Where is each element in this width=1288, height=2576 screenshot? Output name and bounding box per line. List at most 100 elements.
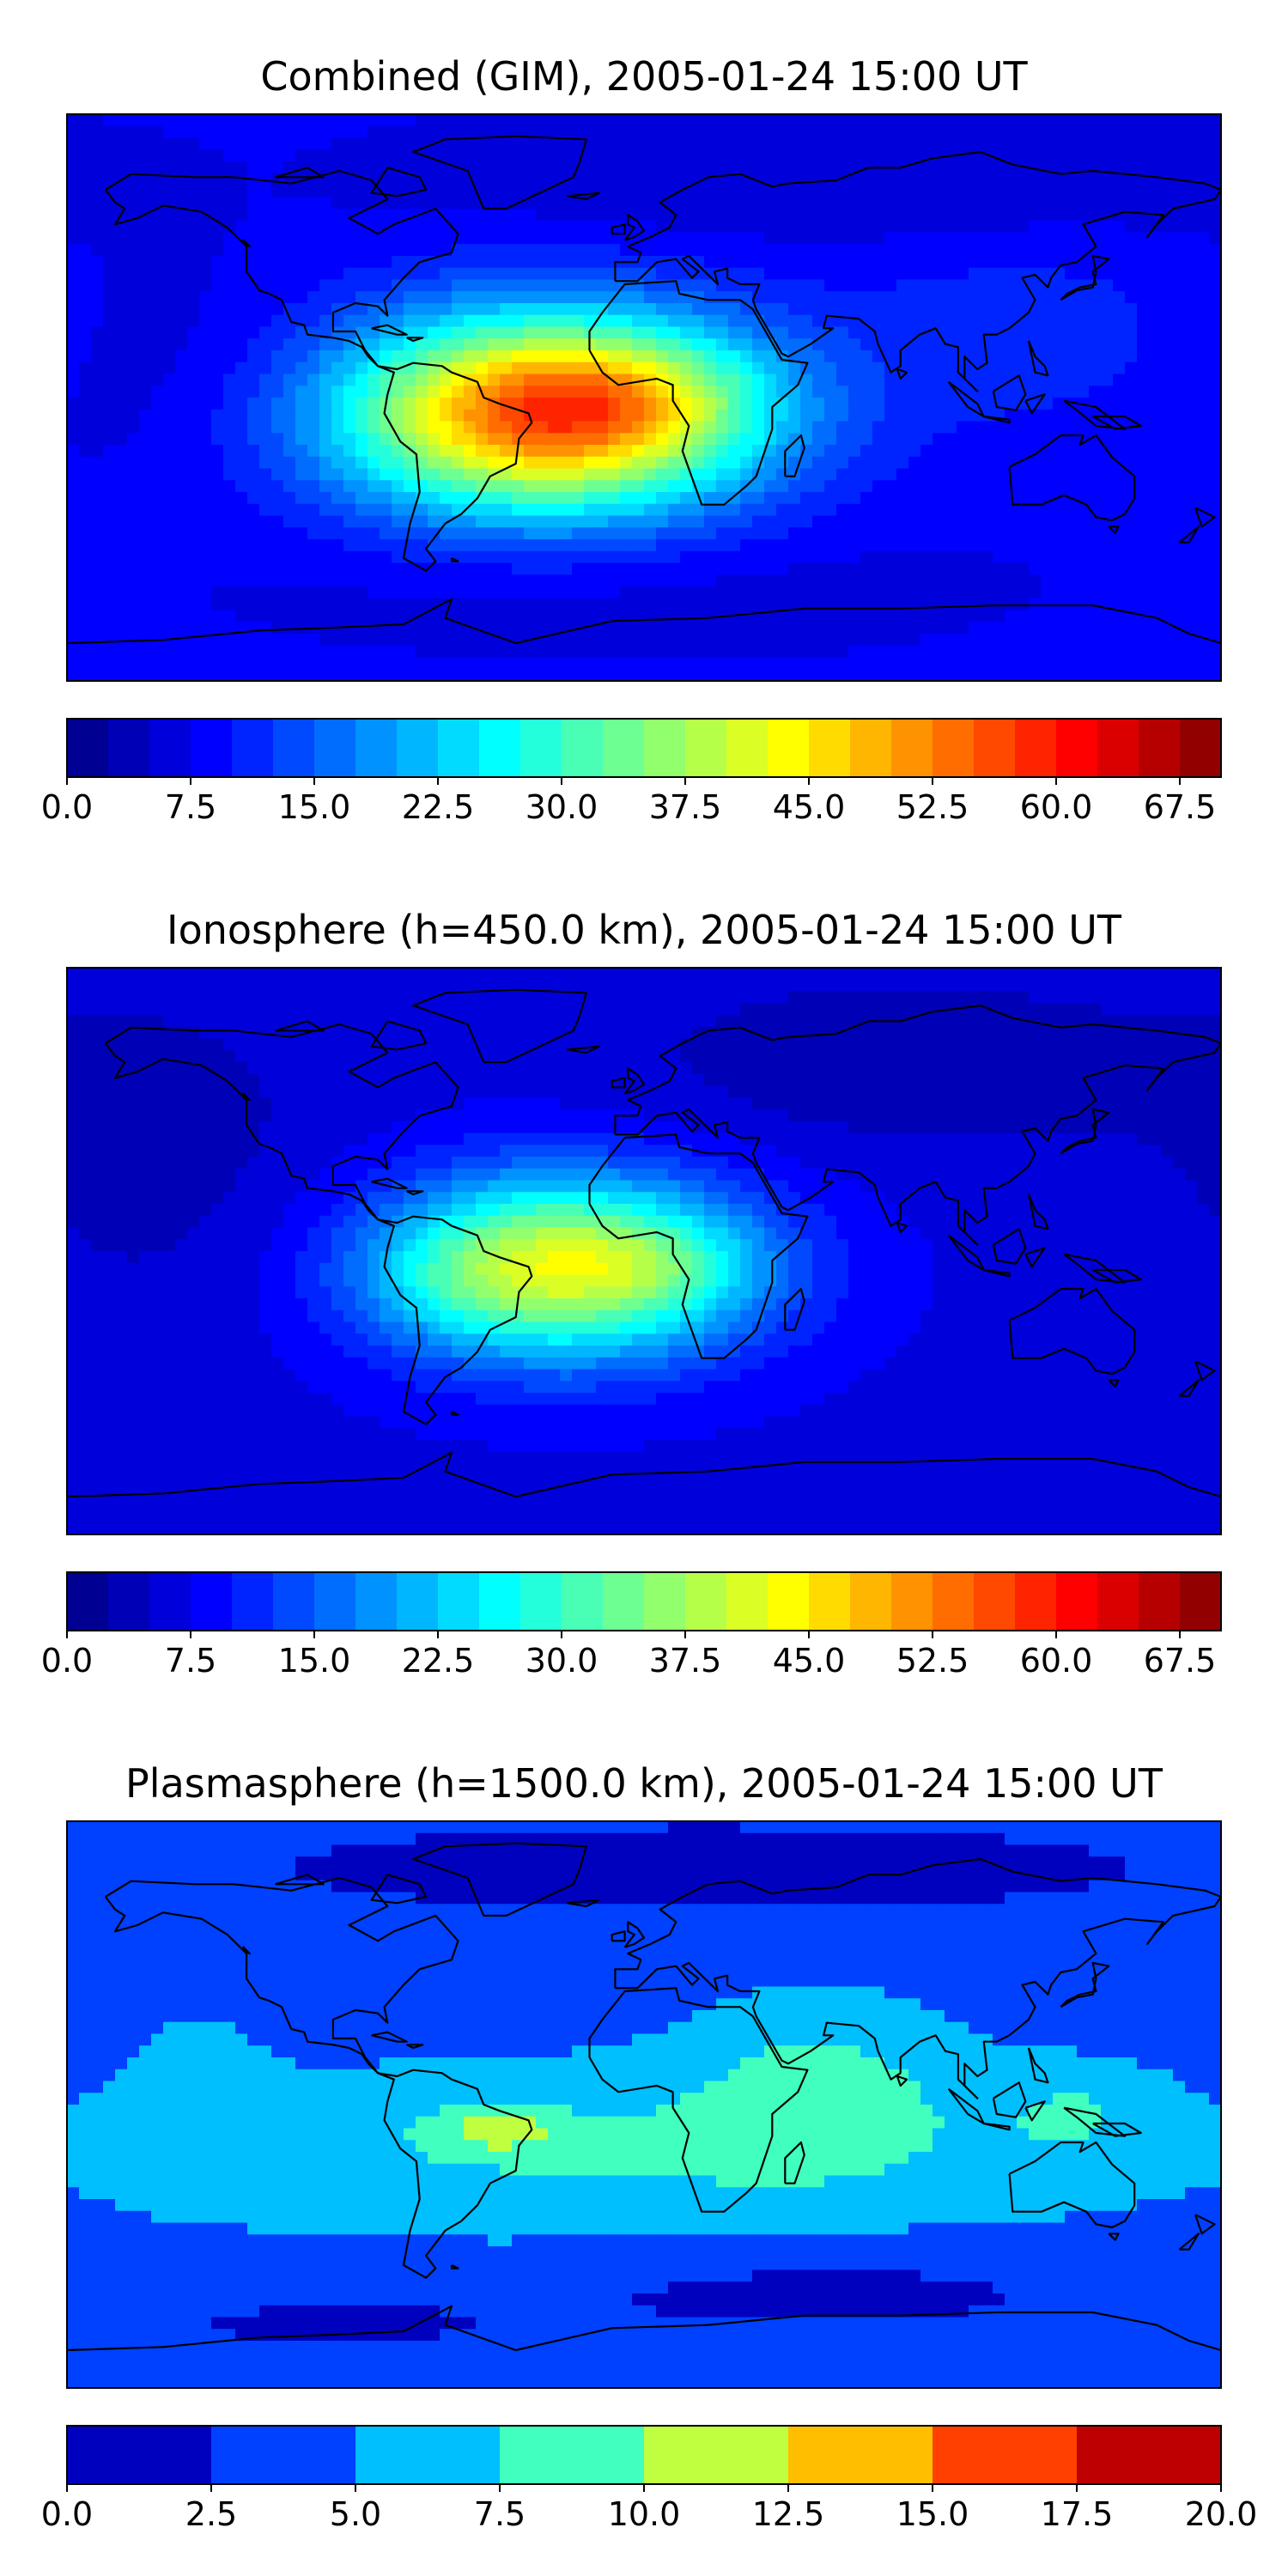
heatmap-cell bbox=[500, 173, 513, 186]
heatmap-cell bbox=[752, 421, 765, 434]
heatmap-cell bbox=[67, 267, 80, 281]
heatmap-cell bbox=[1173, 657, 1186, 670]
heatmap-cell bbox=[440, 445, 453, 458]
heatmap-cell bbox=[103, 125, 116, 139]
heatmap-cell bbox=[596, 492, 609, 505]
heatmap-cell bbox=[1209, 527, 1222, 540]
heatmap-cell bbox=[656, 550, 669, 564]
heatmap-cell bbox=[945, 303, 957, 316]
heatmap-cell bbox=[67, 409, 80, 422]
heatmap-cell bbox=[1065, 968, 1078, 981]
heatmap-cell bbox=[380, 492, 392, 505]
heatmap-cell bbox=[283, 550, 296, 564]
heatmap-cell bbox=[728, 267, 741, 281]
heatmap-cell bbox=[1053, 137, 1066, 150]
heatmap-cell bbox=[920, 114, 933, 127]
heatmap-cell bbox=[692, 361, 705, 375]
heatmap-cell bbox=[908, 220, 921, 234]
heatmap-cell bbox=[764, 256, 777, 269]
heatmap-cell bbox=[596, 598, 609, 611]
heatmap-cell bbox=[596, 161, 609, 174]
heatmap-cell bbox=[416, 326, 428, 339]
heatmap-cell bbox=[896, 125, 909, 139]
heatmap-cell bbox=[812, 445, 825, 458]
heatmap-cell bbox=[824, 338, 837, 351]
heatmap-cell bbox=[1197, 149, 1210, 162]
heatmap-cell bbox=[920, 574, 933, 587]
heatmap-cell bbox=[1185, 209, 1198, 222]
heatmap-cell bbox=[464, 445, 477, 458]
heatmap-cell bbox=[307, 539, 320, 552]
heatmap-cell bbox=[1005, 326, 1018, 339]
heatmap-cell bbox=[945, 562, 957, 575]
heatmap-cell bbox=[464, 634, 477, 647]
heatmap-cell bbox=[788, 279, 801, 292]
heatmap-cell bbox=[319, 979, 332, 993]
heatmap-cell bbox=[680, 610, 693, 623]
heatmap-cell bbox=[933, 991, 945, 1004]
heatmap-cell bbox=[824, 622, 837, 635]
heatmap-cell bbox=[139, 256, 152, 269]
heatmap-cell bbox=[1149, 185, 1162, 197]
heatmap-cell bbox=[464, 586, 477, 599]
heatmap-cell bbox=[548, 244, 561, 257]
heatmap-cell bbox=[67, 433, 80, 446]
heatmap-cell bbox=[476, 445, 489, 458]
heatmap-cell bbox=[608, 610, 621, 623]
heatmap-cell bbox=[127, 991, 140, 1004]
heatmap-cell bbox=[1005, 303, 1018, 316]
heatmap-cell bbox=[295, 562, 308, 575]
heatmap-cell bbox=[307, 244, 320, 257]
heatmap-cell bbox=[933, 492, 945, 505]
heatmap-cell bbox=[1137, 456, 1150, 470]
heatmap-cell bbox=[920, 350, 933, 363]
heatmap-cell bbox=[247, 610, 260, 623]
heatmap-cell bbox=[271, 185, 284, 197]
heatmap-cell bbox=[416, 125, 428, 139]
heatmap-cell bbox=[1065, 256, 1078, 269]
heatmap-cell bbox=[392, 503, 404, 517]
heatmap-cell bbox=[307, 279, 320, 292]
heatmap-cell bbox=[163, 468, 176, 481]
heatmap-cell bbox=[1053, 669, 1066, 682]
heatmap-cell bbox=[1053, 574, 1066, 587]
heatmap-cell bbox=[416, 386, 428, 398]
heatmap-cell bbox=[764, 657, 777, 670]
heatmap-cell bbox=[945, 279, 957, 292]
heatmap-cell bbox=[1029, 232, 1042, 245]
heatmap-cell bbox=[271, 550, 284, 564]
heatmap-cell bbox=[524, 256, 537, 269]
heatmap-cell bbox=[957, 149, 969, 162]
heatmap-cell bbox=[584, 314, 597, 328]
heatmap-cell bbox=[1065, 267, 1078, 281]
heatmap-cell bbox=[211, 303, 224, 316]
heatmap-cell bbox=[896, 314, 909, 328]
heatmap-cell bbox=[644, 550, 657, 564]
heatmap-cell bbox=[860, 350, 873, 363]
heatmap-cell bbox=[536, 338, 549, 351]
heatmap-cell bbox=[908, 492, 921, 505]
heatmap-cell bbox=[981, 209, 993, 222]
heatmap-cell bbox=[1149, 574, 1162, 587]
heatmap-cell bbox=[283, 562, 296, 575]
heatmap-cell bbox=[1185, 574, 1198, 587]
heatmap-cell bbox=[500, 279, 513, 292]
heatmap-cell bbox=[836, 303, 849, 316]
heatmap-cell bbox=[945, 350, 957, 363]
heatmap-cell bbox=[536, 574, 549, 587]
heatmap-cell bbox=[704, 562, 717, 575]
heatmap-cell bbox=[728, 657, 741, 670]
heatmap-cell bbox=[1101, 232, 1114, 245]
heatmap-cell bbox=[981, 634, 993, 647]
heatmap-cell bbox=[319, 314, 332, 328]
heatmap-cell bbox=[91, 220, 104, 234]
heatmap-cell bbox=[776, 232, 789, 245]
heatmap-cell bbox=[271, 161, 284, 174]
heatmap-cell bbox=[812, 645, 825, 659]
heatmap-cell bbox=[440, 291, 453, 304]
heatmap-cell bbox=[945, 445, 957, 458]
heatmap-cell bbox=[848, 503, 861, 517]
heatmap-cell bbox=[836, 433, 849, 446]
heatmap-cell bbox=[319, 634, 332, 647]
heatmap-cell bbox=[692, 137, 705, 150]
